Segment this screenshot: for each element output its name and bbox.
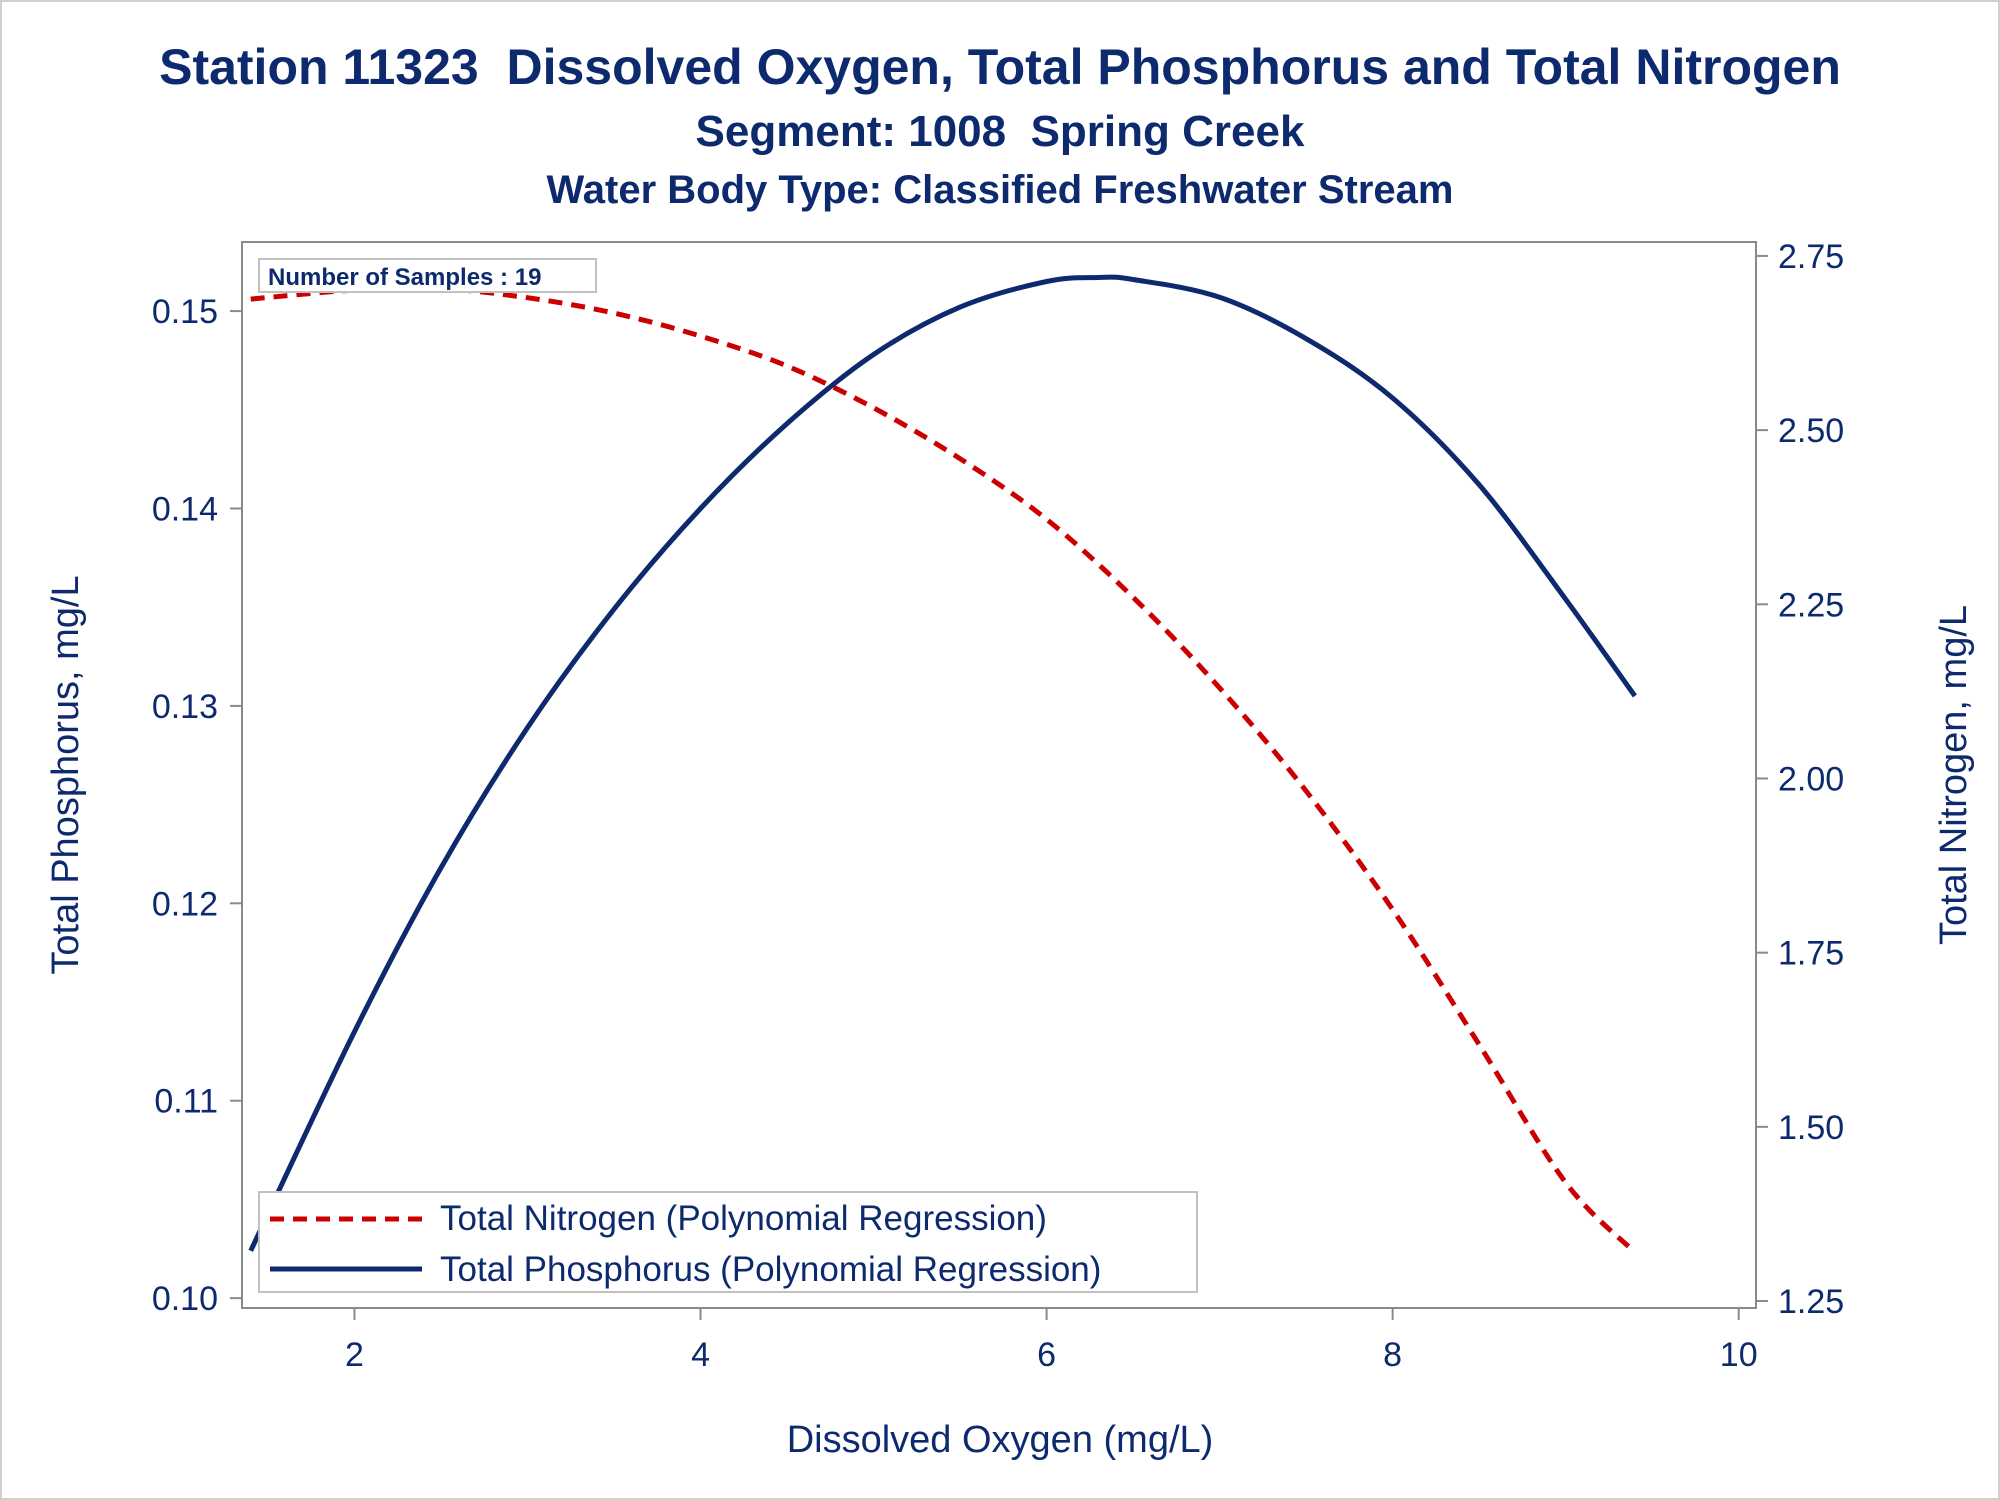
series-line-total-nitrogen	[250, 285, 1637, 1255]
x-tick-label: 4	[691, 1336, 710, 1374]
y-right-tick-label: 2.00	[1778, 760, 1844, 798]
x-tick-label: 10	[1720, 1336, 1758, 1374]
series-line-total-phosphorus	[248, 274, 1637, 1252]
chart-title: Station 11323 Dissolved Oxygen, Total Ph…	[159, 39, 1841, 95]
axes-group: 2 4 6 8 10 0.10 0.11 0.12 0.13 0.14 0.15 1.25 1.50 1.…	[152, 238, 1844, 1374]
legend: Total Nitrogen (Polynomial Regression) T…	[258, 1191, 1198, 1293]
x-tick-label: 6	[1037, 1336, 1056, 1374]
chart-subtitle-water-body: Water Body Type: Classified Freshwater S…	[546, 168, 1454, 212]
y-left-tick-label: 0.10	[152, 1280, 218, 1318]
legend-label-phosphorus: Total Phosphorus (Polynomial Regression)	[440, 1250, 1101, 1289]
x-axis-label: Dissolved Oxygen (mg/L)	[787, 1419, 1214, 1461]
legend-label-nitrogen: Total Nitrogen (Polynomial Regression)	[440, 1199, 1047, 1238]
plot-area	[241, 241, 1757, 1309]
x-tick-label: 8	[1383, 1336, 1402, 1374]
y-right-tick-label: 2.50	[1778, 412, 1844, 450]
y-axis-label-right: Total Nitrogen, mg/L	[1933, 605, 1975, 945]
y-right-tick-label: 1.75	[1778, 935, 1844, 973]
chart-subtitle-segment: Segment: 1008 Spring Creek	[695, 107, 1305, 156]
y-right-tick-label: 1.25	[1778, 1283, 1844, 1321]
x-tick-label: 2	[345, 1336, 364, 1374]
y-left-tick-label: 0.11	[154, 1083, 218, 1121]
y-right-tick-label: 1.50	[1778, 1109, 1844, 1147]
y-left-tick-label: 0.12	[152, 885, 218, 923]
y-left-tick-label: 0.15	[152, 293, 218, 331]
y-left-tick-label: 0.14	[152, 491, 218, 529]
series-group	[248, 274, 1637, 1255]
y-right-tick-label: 2.25	[1778, 586, 1844, 624]
sample-count-text: Number of Samples : 19	[268, 264, 541, 291]
y-left-tick-label: 0.13	[152, 688, 218, 726]
sample-count-annotation: Number of Samples : 19	[258, 258, 597, 293]
y-right-tick-label: 2.75	[1778, 238, 1844, 276]
y-axis-label-left: Total Phosphorus, mg/L	[45, 575, 87, 974]
